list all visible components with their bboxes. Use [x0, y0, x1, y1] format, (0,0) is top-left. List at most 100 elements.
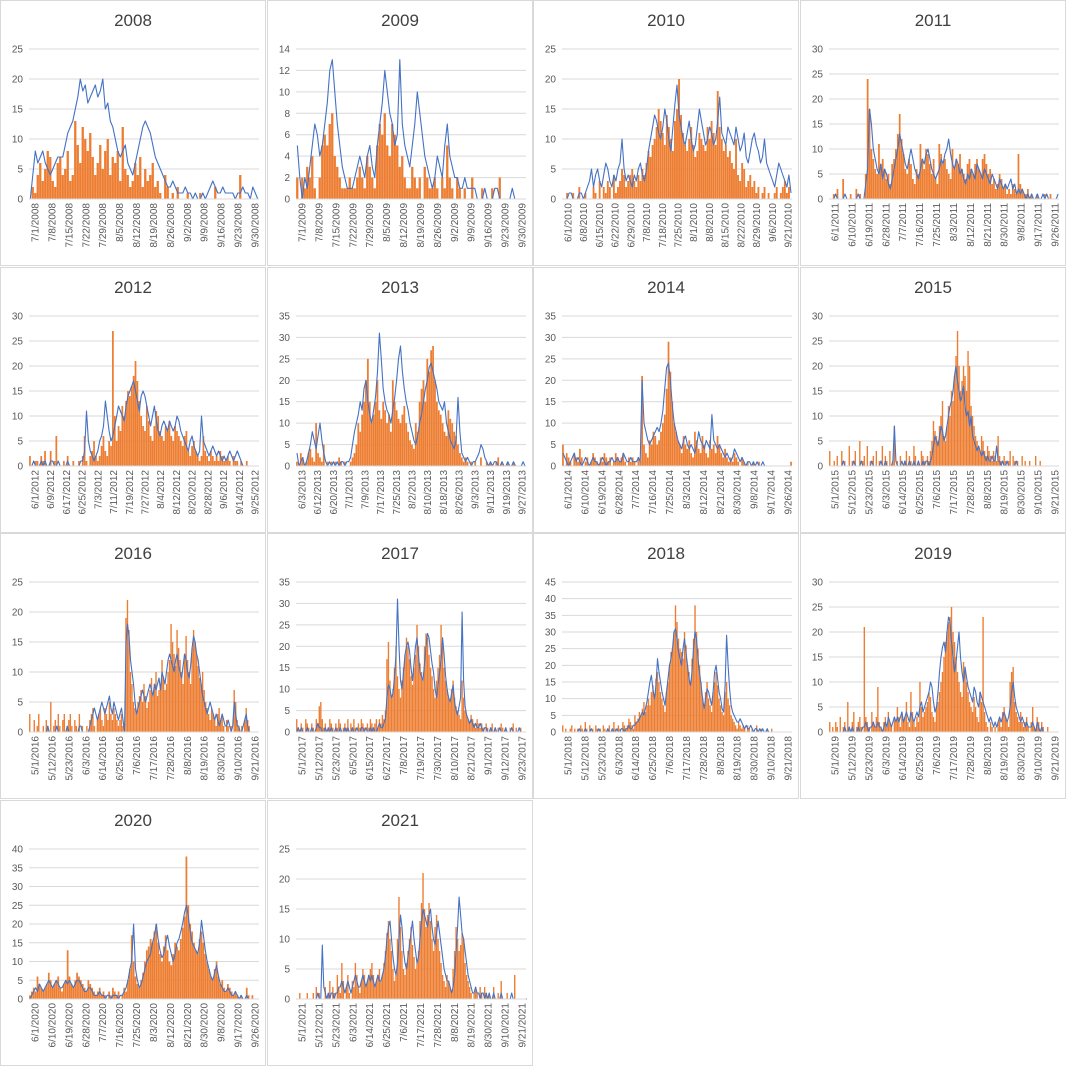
bar — [450, 689, 453, 732]
bar — [746, 461, 749, 466]
bar — [320, 702, 322, 732]
bar — [413, 667, 415, 732]
bar — [1021, 456, 1023, 466]
bar — [866, 446, 869, 466]
x-tick-label: 5/1/2015 — [831, 470, 842, 509]
bar — [368, 166, 371, 199]
bar — [650, 692, 653, 732]
bar — [90, 714, 93, 732]
bar — [476, 719, 478, 732]
bar — [859, 441, 861, 466]
bar — [604, 193, 607, 199]
bar — [781, 187, 784, 199]
bar — [464, 710, 466, 732]
bar — [462, 461, 465, 466]
chart-title: 2011 — [914, 11, 952, 30]
bar — [989, 722, 992, 732]
bar — [353, 719, 355, 732]
series-line — [562, 362, 792, 467]
bar — [788, 187, 790, 199]
x-tick-label: 5/12/2018 — [580, 736, 591, 781]
y-tick-label: 15 — [812, 387, 824, 398]
x-tick-label: 5/1/2018 — [564, 736, 575, 775]
bar — [713, 682, 716, 732]
bar — [153, 426, 156, 466]
bar — [157, 416, 160, 466]
bar — [949, 617, 951, 732]
x-tick-label: 8/12/2008 — [132, 203, 143, 248]
bar — [141, 187, 144, 199]
bar — [970, 707, 972, 732]
bar — [433, 177, 436, 199]
bar — [974, 436, 977, 466]
chart-panel-2011: 2011 0 5 10 15 20 25 30 6/1/2011 6/10/2011 6/19/20… — [800, 0, 1066, 266]
bar — [399, 423, 402, 466]
y-tick-label: 35 — [12, 863, 24, 874]
bar — [309, 448, 312, 466]
bar — [131, 684, 133, 732]
bar — [174, 666, 177, 732]
bar — [185, 431, 188, 466]
bar — [462, 939, 465, 999]
bar — [671, 151, 674, 199]
bar — [731, 163, 733, 199]
bar — [678, 444, 681, 466]
bar — [760, 728, 762, 732]
bar — [66, 950, 69, 999]
bar — [81, 127, 84, 199]
bar — [219, 451, 222, 466]
bar — [899, 456, 902, 466]
bar — [1001, 712, 1004, 732]
bar — [1039, 461, 1041, 466]
x-tick-label: 9/21/2018 — [784, 736, 795, 781]
bar — [183, 916, 186, 999]
series-line — [296, 598, 526, 733]
bar — [928, 164, 931, 199]
bar — [372, 727, 375, 732]
x-tick-label: 9/6/2012 — [219, 470, 230, 509]
bar — [608, 187, 611, 199]
bar — [426, 915, 429, 999]
bar — [136, 175, 139, 199]
bar — [930, 174, 933, 199]
bar — [973, 426, 975, 466]
bar — [438, 951, 441, 999]
bar — [174, 942, 176, 999]
bar — [699, 453, 702, 466]
bar — [420, 672, 423, 732]
x-tick-label: 9/26/2011 — [1051, 203, 1062, 247]
bar — [994, 189, 997, 199]
x-tick-label: 7/8/2017 — [399, 736, 410, 775]
bar — [706, 127, 709, 199]
bar — [859, 717, 861, 732]
x-tick-label: 6/14/2019 — [898, 736, 909, 781]
bar — [648, 440, 651, 466]
bar — [690, 127, 693, 199]
bar — [138, 401, 141, 466]
bar — [686, 448, 689, 466]
bar — [377, 975, 379, 999]
bar — [423, 909, 426, 999]
bar — [355, 444, 358, 466]
bar — [952, 632, 954, 732]
bar — [447, 410, 450, 466]
bar — [893, 426, 896, 466]
bar — [614, 728, 617, 732]
bar — [122, 726, 124, 732]
bar — [640, 715, 642, 732]
bar — [913, 184, 916, 199]
bar — [848, 727, 850, 732]
bar — [506, 993, 508, 999]
bar — [198, 939, 201, 999]
x-tick-label: 7/29/2008 — [98, 203, 109, 248]
bar — [691, 658, 693, 732]
bar — [96, 720, 99, 732]
bar — [408, 188, 411, 199]
bar — [950, 391, 953, 466]
bar — [682, 133, 685, 199]
bar — [307, 453, 310, 466]
bar — [964, 672, 966, 732]
bar — [418, 401, 421, 466]
